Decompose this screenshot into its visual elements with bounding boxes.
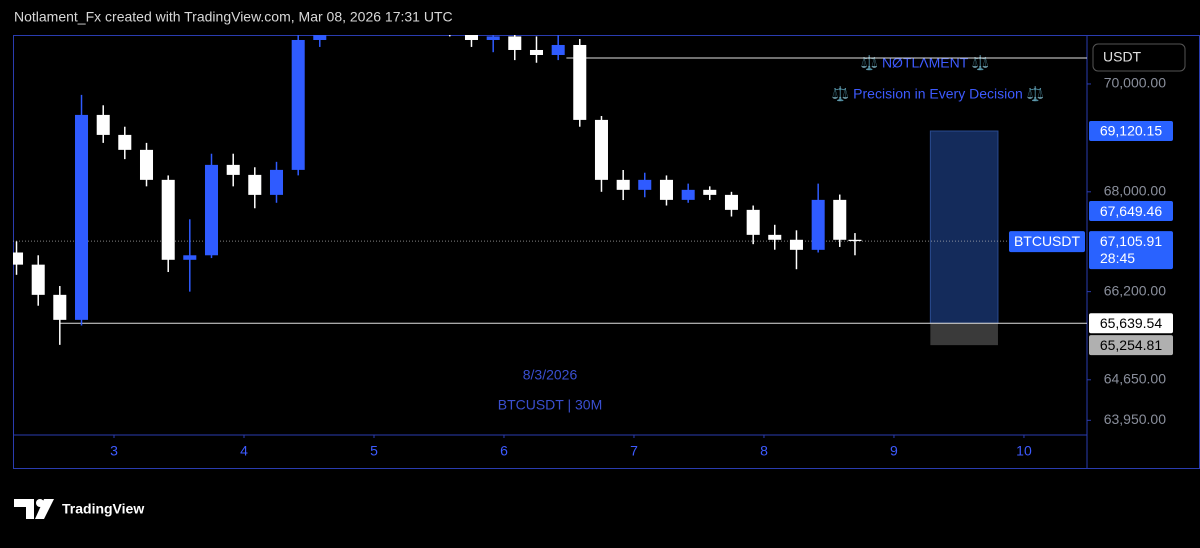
- y-tick-label: 66,200.00: [1104, 282, 1166, 298]
- candle-body: [53, 294, 67, 320]
- candle-body: [226, 164, 240, 175]
- currency[interactable]: USDT: [1103, 49, 1142, 65]
- candle-body: [789, 239, 803, 250]
- candle-body: [833, 199, 847, 240]
- countdown: 28:45: [1100, 250, 1135, 266]
- marker-label: 67,649.46: [1100, 203, 1162, 219]
- target-label-box: [1089, 121, 1173, 142]
- y-tick-label: 70,000.00: [1104, 75, 1166, 91]
- candle-body: [291, 39, 305, 170]
- candle-body: [464, 35, 478, 40]
- currency-box[interactable]: [1092, 43, 1186, 72]
- last-price-box: [1089, 231, 1173, 270]
- candle-body: [161, 179, 175, 260]
- candle-body: [96, 114, 110, 135]
- symbol-label: BTCUSDT: [1014, 233, 1081, 249]
- x-tick-label: 6: [500, 443, 508, 459]
- x-tick-label: 8: [760, 443, 768, 459]
- y-tick-label: 63,950.00: [1104, 411, 1166, 427]
- candle-body: [486, 36, 500, 40]
- x-tick-label: 3: [110, 443, 118, 459]
- candle-body: [573, 44, 587, 120]
- candle-body: [31, 264, 45, 295]
- logo-mark: [35, 499, 54, 519]
- candle-body: [811, 199, 825, 250]
- position-target-zone: [929, 130, 999, 324]
- candle-body: [638, 179, 652, 190]
- candle-body: [529, 49, 543, 55]
- candle-body: [183, 255, 197, 260]
- target-label: 69,120.15: [1100, 123, 1162, 139]
- candle-body: [746, 209, 760, 235]
- x-tick-label: 7: [630, 443, 638, 459]
- credit: Notlament_Fx created with TradingView.co…: [14, 9, 453, 25]
- x-tick-label: 5: [370, 443, 378, 459]
- support-label: 65,639.54: [1100, 315, 1162, 331]
- x-tick-label: 4: [240, 443, 248, 459]
- candle-body: [594, 119, 608, 180]
- candle-body: [204, 164, 219, 256]
- logo: TradingView: [14, 499, 144, 519]
- candle-body: [139, 149, 154, 180]
- candle-body: [724, 194, 738, 210]
- symbol-box: [1009, 231, 1085, 253]
- watermark-title: ⚖️ NØTLΛMENT ⚖️: [861, 55, 990, 72]
- marker-label-box: [1089, 201, 1173, 222]
- stop-label-box: [1089, 335, 1173, 356]
- candle-body: [74, 114, 89, 320]
- symbol-interval: BTCUSDT | 30M: [498, 397, 603, 413]
- x-tick-label: 9: [890, 443, 898, 459]
- candle-body: [248, 174, 262, 195]
- position-stop-zone: [930, 323, 998, 346]
- stop-label: 65,254.81: [1100, 337, 1162, 353]
- candle-body: [118, 134, 132, 150]
- candle-body: [848, 239, 862, 242]
- candle-body: [13, 252, 24, 265]
- plot: [13, 35, 1087, 346]
- last-price-label: 67,105.91: [1100, 233, 1162, 249]
- candle-body: [551, 44, 565, 55]
- candle-body: [681, 189, 695, 200]
- date-label: 8/3/2026: [523, 367, 578, 383]
- support-label-box: [1089, 313, 1173, 334]
- candle-body: [616, 179, 630, 190]
- candle-body: [768, 234, 782, 240]
- candle-body: [703, 189, 717, 195]
- y-tick-label: 68,000.00: [1104, 183, 1166, 199]
- candle-body: [659, 179, 673, 200]
- candle-body: [508, 36, 522, 50]
- candle-body: [313, 35, 327, 40]
- y-tick-label: 64,650.00: [1104, 371, 1166, 387]
- watermark-subtitle: ⚖️ Precision in Every Decision ⚖️: [832, 86, 1044, 103]
- candle-body: [269, 169, 284, 195]
- logo-mark: [14, 499, 34, 519]
- logo-text: TradingView: [62, 501, 144, 517]
- x-tick-label: 10: [1016, 443, 1032, 459]
